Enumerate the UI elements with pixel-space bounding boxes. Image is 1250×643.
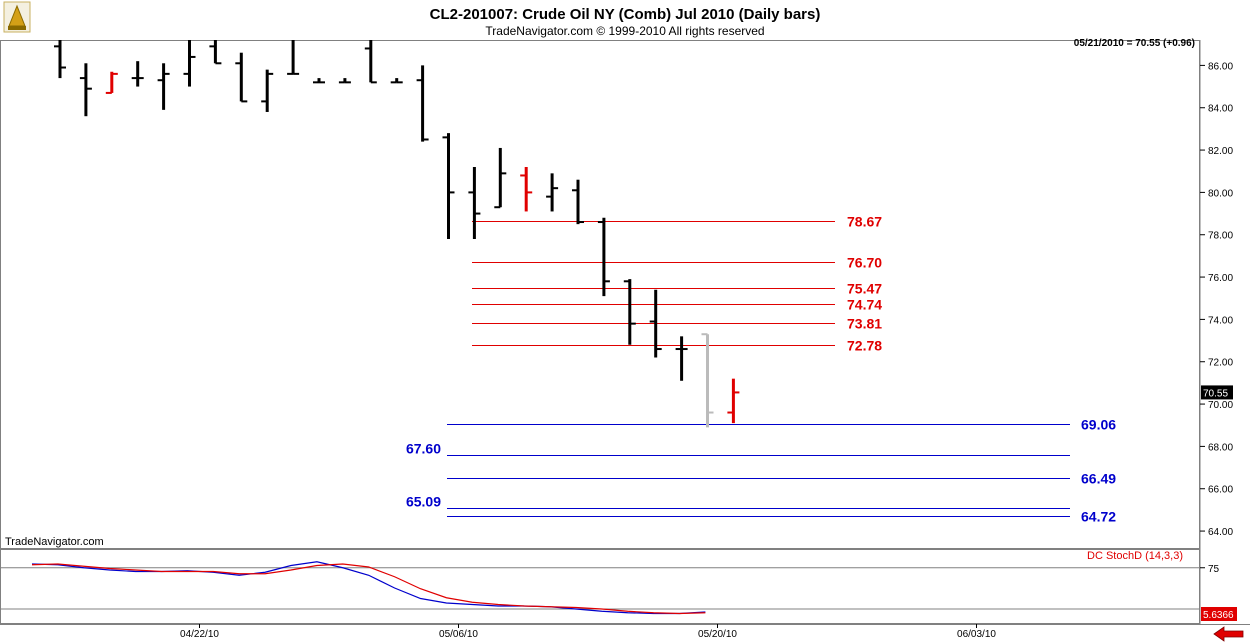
fib-level-label: 74.74 — [847, 297, 882, 313]
stoch-title: DC StochD (14,3,3) — [1087, 550, 1183, 562]
support-level-label: 69.06 — [1081, 417, 1116, 433]
svg-text:70.55: 70.55 — [1203, 388, 1228, 399]
stoch-panel-frame — [0, 549, 1200, 624]
ohlc-bar — [597, 217, 610, 297]
ohlc-bar — [701, 333, 714, 428]
ohlc-bar — [287, 40, 300, 75]
svg-text:5.6366: 5.6366 — [1203, 610, 1234, 621]
price-tick-label: 74.00 — [1208, 315, 1233, 326]
fib-level-label: 73.81 — [847, 316, 882, 332]
stochastic-lines — [31, 561, 706, 615]
support-level-label: 64.72 — [1081, 509, 1116, 525]
scroll-left-arrow-icon[interactable] — [1207, 626, 1247, 642]
ohlc-bar — [209, 40, 222, 65]
ohlc-bar — [390, 78, 403, 84]
ohlc-bar — [131, 61, 144, 87]
ohlc-bar — [235, 52, 248, 103]
copyright-text: TradeNavigator.com © 1999-2010 All right… — [485, 24, 764, 38]
stoch-tick-label: 75 — [1208, 564, 1220, 575]
fib-level-label: 76.70 — [847, 255, 882, 271]
ohlc-bar — [649, 289, 662, 358]
fib-level-label: 75.47 — [847, 281, 882, 297]
price-tick-label: 78.00 — [1208, 231, 1233, 242]
price-tick-label: 68.00 — [1208, 442, 1233, 453]
ohlc-bar — [364, 40, 377, 84]
ohlc-bar — [416, 65, 429, 142]
tradenavigator-logo-icon[interactable] — [3, 1, 31, 33]
ohlc-bar — [442, 133, 455, 239]
ohlc-bar — [572, 179, 584, 225]
ohlc-bar — [54, 40, 66, 79]
price-tick-label: 72.00 — [1208, 358, 1233, 369]
price-tick-label: 66.00 — [1208, 485, 1233, 496]
ohlc-bar — [183, 40, 196, 87]
support-level-label: 67.60 — [406, 441, 441, 457]
price-tick-label: 70.00 — [1208, 400, 1233, 411]
date-tick-label: 05/06/10 — [439, 629, 478, 640]
ohlc-bar — [494, 147, 507, 209]
support-level-label: 66.49 — [1081, 471, 1116, 487]
ohlc-bar — [261, 69, 274, 112]
stoch-series-line — [31, 563, 706, 615]
ohlc-bar — [79, 63, 92, 117]
ohlc-bar — [675, 336, 688, 381]
ohlc-bar — [313, 78, 325, 84]
ohlc-bars — [54, 40, 740, 428]
ohlc-bar — [105, 71, 118, 94]
last-quote-text: 05/21/2010 = 70.55 (+0.96) — [1074, 38, 1195, 49]
ohlc-bar — [157, 63, 170, 110]
price-tick-label: 84.00 — [1208, 104, 1233, 115]
stoch-series-line — [31, 561, 706, 615]
fib-level-label: 72.78 — [847, 338, 882, 354]
price-tick-label: 86.00 — [1208, 61, 1233, 72]
price-tick-label: 76.00 — [1208, 273, 1233, 284]
ohlc-bar — [546, 173, 559, 212]
date-tick-label: 05/20/10 — [698, 629, 737, 640]
ohlc-bar — [623, 279, 636, 345]
ohlc-bar — [468, 167, 481, 239]
ohlc-bar — [520, 167, 533, 212]
price-tick-label: 64.00 — [1208, 527, 1233, 538]
price-axis: 86.00 84.00 82.00 80.00 78.00 76.00 74.00 72.00… — [1200, 61, 1233, 538]
stoch-value-badge: 5.6366 — [1201, 607, 1237, 621]
ohlc-bar — [727, 378, 740, 424]
fib-level-label: 78.67 — [847, 214, 882, 230]
watermark-text: TradeNavigator.com — [5, 536, 104, 548]
chart-title: CL2-201007: Crude Oil NY (Comb) Jul 2010… — [430, 6, 821, 23]
last-price-badge: 70.55 — [1201, 385, 1233, 400]
date-axis: 04/22/10 05/06/10 05/20/10 06/03/10 — [180, 624, 996, 640]
price-tick-label: 82.00 — [1208, 146, 1233, 157]
support-level-label: 65.09 — [406, 494, 441, 510]
support-levels: 69.06 67.60 66.49 65.09 64.72 — [406, 417, 1116, 525]
main-panel-frame — [0, 40, 1200, 549]
date-tick-label: 04/22/10 — [180, 629, 219, 640]
ohlc-bar — [338, 78, 351, 84]
price-tick-label: 80.00 — [1208, 188, 1233, 199]
date-tick-label: 06/03/10 — [957, 629, 996, 640]
